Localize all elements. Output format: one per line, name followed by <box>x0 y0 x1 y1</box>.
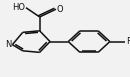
Text: F: F <box>126 37 130 46</box>
Text: O: O <box>57 5 64 14</box>
Text: N: N <box>5 40 11 49</box>
Text: HO: HO <box>12 3 25 12</box>
